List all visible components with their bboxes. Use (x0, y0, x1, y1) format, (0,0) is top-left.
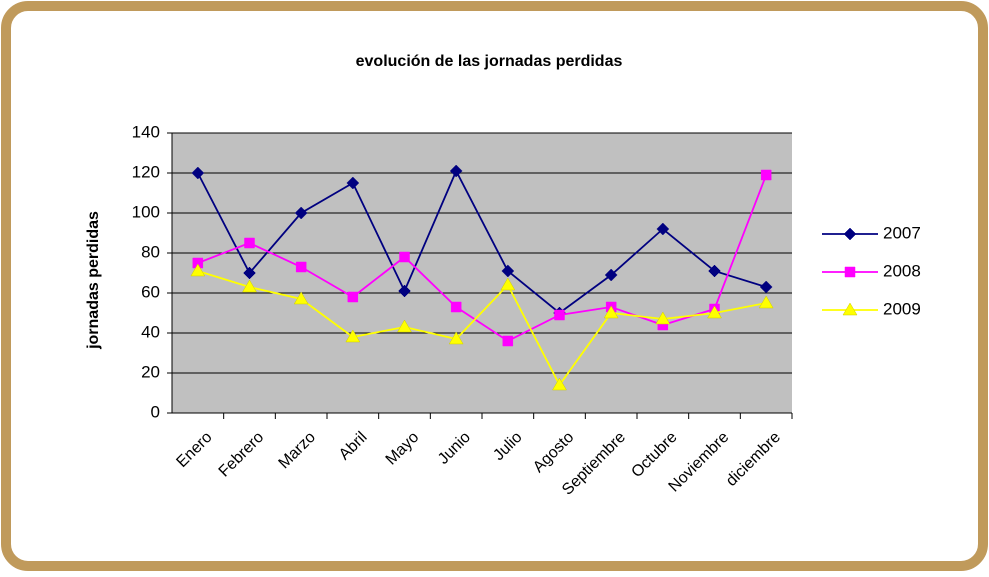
marker (552, 377, 567, 391)
marker (192, 257, 204, 269)
series-line (197, 174, 768, 343)
marker (397, 319, 412, 333)
marker (244, 237, 255, 249)
marker (449, 164, 463, 178)
y-tick-label: 40 (141, 322, 160, 341)
marker (759, 280, 773, 294)
marker (842, 302, 858, 316)
y-tick-label: 100 (132, 202, 160, 221)
marker (450, 301, 462, 313)
y-tick-label: 140 (132, 122, 160, 141)
marker (243, 266, 256, 280)
chart-title: evolución de las jornadas perdidas (356, 53, 623, 70)
marker (346, 176, 360, 190)
y-tick-label: 0 (151, 402, 160, 421)
marker (655, 311, 671, 325)
y-axis-label: jornadas perdidas (85, 211, 102, 350)
legend-label: 2008 (883, 261, 921, 280)
marker (656, 222, 670, 236)
marker (501, 264, 515, 278)
marker (293, 291, 309, 305)
marker (554, 309, 565, 321)
marker (500, 277, 516, 291)
series-line (197, 168, 767, 315)
y-tick-label: 60 (141, 282, 160, 301)
marker (708, 264, 721, 278)
plot-area (172, 133, 792, 413)
marker (758, 295, 774, 309)
marker (242, 279, 257, 293)
marker (191, 166, 205, 180)
marker (603, 305, 619, 319)
y-tick-label: 20 (141, 362, 160, 381)
marker (345, 329, 361, 343)
marker (399, 251, 410, 263)
marker (844, 266, 856, 278)
y-tick-label: 80 (141, 242, 160, 261)
marker (843, 227, 857, 241)
legend-label: 2009 (883, 299, 921, 318)
marker (448, 331, 464, 345)
y-tick-label: 120 (132, 162, 160, 181)
marker (760, 169, 772, 181)
marker (190, 263, 206, 277)
series-line (197, 270, 767, 387)
marker (707, 305, 722, 319)
marker (347, 291, 359, 303)
marker (604, 268, 618, 282)
marker (295, 261, 307, 273)
marker (294, 206, 308, 220)
marker (502, 335, 514, 347)
legend-label: 2007 (883, 223, 921, 242)
marker (398, 284, 411, 298)
